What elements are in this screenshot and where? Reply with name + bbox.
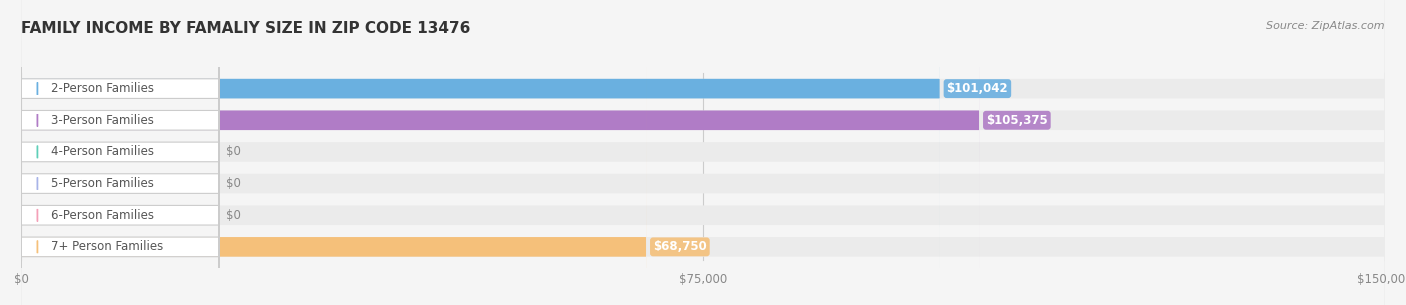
- Text: $0: $0: [225, 145, 240, 158]
- Text: $0: $0: [225, 209, 240, 222]
- Text: 2-Person Families: 2-Person Families: [51, 82, 155, 95]
- FancyBboxPatch shape: [21, 0, 1385, 305]
- FancyBboxPatch shape: [21, 0, 219, 305]
- FancyBboxPatch shape: [21, 0, 1385, 305]
- FancyBboxPatch shape: [21, 0, 1385, 305]
- Text: 5-Person Families: 5-Person Families: [51, 177, 155, 190]
- FancyBboxPatch shape: [21, 3, 1385, 305]
- FancyBboxPatch shape: [21, 0, 1385, 305]
- FancyBboxPatch shape: [21, 0, 219, 305]
- Text: 3-Person Families: 3-Person Families: [51, 114, 155, 127]
- Text: 6-Person Families: 6-Person Families: [51, 209, 155, 222]
- Text: $68,750: $68,750: [652, 240, 707, 253]
- Text: FAMILY INCOME BY FAMALIY SIZE IN ZIP CODE 13476: FAMILY INCOME BY FAMALIY SIZE IN ZIP COD…: [21, 21, 471, 36]
- FancyBboxPatch shape: [21, 0, 939, 305]
- FancyBboxPatch shape: [21, 0, 219, 305]
- FancyBboxPatch shape: [21, 0, 219, 305]
- FancyBboxPatch shape: [21, 0, 219, 305]
- Text: 7+ Person Families: 7+ Person Families: [51, 240, 163, 253]
- FancyBboxPatch shape: [21, 0, 1385, 305]
- Text: $101,042: $101,042: [946, 82, 1008, 95]
- FancyBboxPatch shape: [21, 0, 979, 305]
- Text: Source: ZipAtlas.com: Source: ZipAtlas.com: [1267, 21, 1385, 31]
- FancyBboxPatch shape: [21, 3, 219, 305]
- Text: $105,375: $105,375: [986, 114, 1047, 127]
- FancyBboxPatch shape: [21, 3, 647, 305]
- Text: 4-Person Families: 4-Person Families: [51, 145, 155, 158]
- Text: $0: $0: [225, 177, 240, 190]
